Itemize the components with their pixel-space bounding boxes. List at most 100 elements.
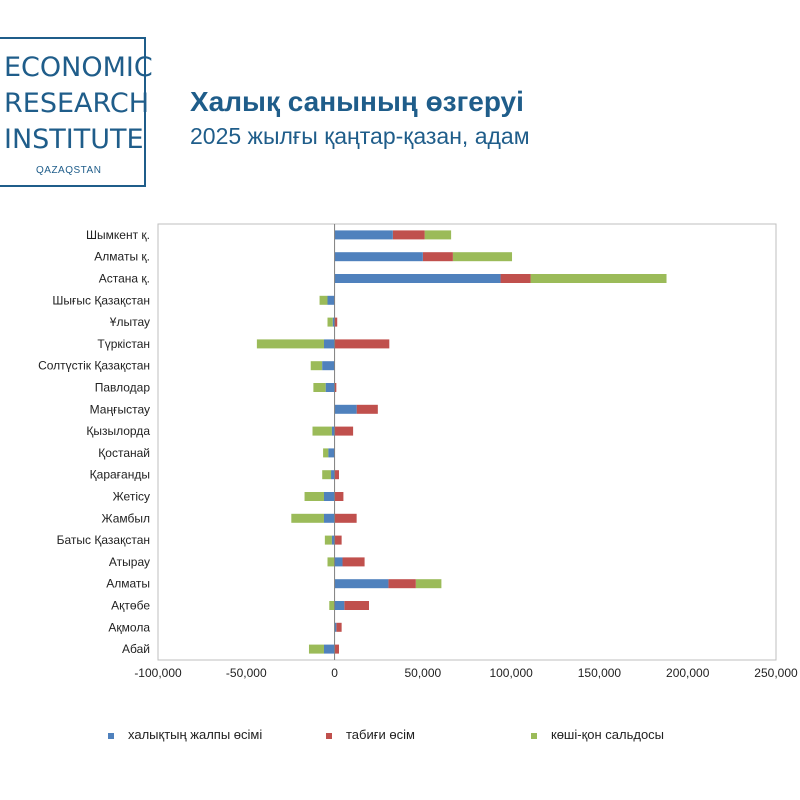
logo-line-institute: INSTITUTE [4,124,144,155]
bar-total [327,295,335,305]
bar-total [331,535,335,545]
bar-natural [334,492,344,501]
bar-total [323,492,335,501]
bar-natural [334,513,357,523]
y-tick-label: Солтүстік Қазақстан [38,359,150,373]
bar-total [334,601,345,610]
bar-migration [310,361,323,371]
bar-migration [291,513,324,523]
bar-migration [530,274,667,283]
bar-natural [334,470,339,480]
bar-natural [334,644,339,654]
legend-item-migration: көші-қон сальдосы [531,727,664,742]
x-tick-label: -100,000 [134,666,182,680]
bar-natural [500,274,531,283]
x-tick-label: 150,000 [578,666,622,680]
bar-total [323,513,335,523]
bar-migration [313,383,326,392]
bar-total [334,274,501,283]
bar-total [328,448,335,458]
y-tick-label: Батыс Қазақстан [57,533,150,547]
bar-migration [424,230,452,240]
bar-total [334,579,389,589]
y-tick-label: Жамбыл [101,511,150,525]
legend-label-total: халықтың жалпы өсімі [128,727,263,742]
bar-migration [327,557,335,567]
bar-chart: -100,000 -50,000 0 50,000 100,000 150,000 200,… [38,223,798,680]
bar-natural [342,557,365,567]
logo-line-research: RESEARCH [4,88,150,119]
logo-line-economic: ECONOMIC [4,52,153,83]
y-tick-label: Астана қ. [99,272,150,286]
y-tick-label: Қарағанды [90,468,150,482]
bar-natural [334,535,342,545]
y-tick-label: Абай [122,642,150,656]
bar-migration [319,295,328,305]
legend-item-natural: табиғи өсім [326,727,415,742]
bar-total [322,361,335,371]
bar-total [325,383,335,392]
legend-swatch-natural [326,732,332,739]
y-tick-label: Ұлытау [110,315,150,329]
bar-migration [452,252,513,262]
y-tick-label: Алматы қ. [94,250,150,264]
bar-total [334,404,357,414]
legend-swatch-total [108,732,114,739]
x-tick-label: 250,000 [754,666,798,680]
page-title: Халық санының өзгеруі [190,86,524,117]
bar-natural [344,601,370,610]
bar-migration [322,470,332,480]
logo-subtitle: QAZAQSTAN [36,165,102,176]
page-subtitle: 2025 жылғы қаңтар-қазан, адам [190,123,530,149]
bar-migration [323,448,329,458]
y-tick-label: Қостанай [98,446,150,460]
bar-natural [334,383,337,392]
y-tick-label: Шымкент қ. [86,228,150,242]
legend-label-natural: табиғи өсім [346,727,415,742]
legend-item-total: халықтың жалпы өсімі [108,727,262,742]
y-tick-label: Маңғыстау [90,402,150,416]
bar-natural [334,339,390,349]
y-tick-label: Түркістан [97,337,150,351]
bar-natural [356,404,378,414]
bar-total [331,426,335,436]
bar-total [334,230,393,240]
x-tick-label: -50,000 [226,666,267,680]
bar-natural [422,252,453,262]
legend-swatch-migration [531,732,537,739]
bar-migration [327,317,333,327]
y-tick-label: Қызылорда [86,424,150,438]
bar-total [331,470,335,480]
bar-migration [324,535,332,545]
bar-total [334,252,423,262]
y-tick-label: Жетісу [113,490,150,504]
bar-total [323,644,335,654]
x-tick-label: 100,000 [489,666,533,680]
y-tick-label: Павлодар [95,381,151,395]
y-tick-label: Алматы [106,577,150,591]
bar-natural [392,230,425,240]
bar-migration [304,492,324,501]
bar-total [323,339,335,349]
logo: ECONOMIC RESEARCH INSTITUTE QAZAQSTAN [0,37,153,187]
bar-migration [415,579,442,589]
x-tick-label: 200,000 [666,666,710,680]
y-tick-label: Атырау [109,555,150,569]
bar-natural [388,579,416,589]
bar-natural [336,622,342,632]
bar-total [332,317,335,327]
bar-migration [256,339,324,349]
x-tick-label: 0 [331,666,338,680]
x-tick-label: 50,000 [405,666,442,680]
bar-migration [329,601,335,610]
bar-natural [334,426,354,436]
bar-natural [334,317,338,327]
legend-label-migration: көші-қон сальдосы [551,727,665,742]
plot-frame [157,223,777,661]
bar-migration [312,426,332,436]
y-tick-label: Ақмола [108,620,150,634]
bar-migration [308,644,324,654]
y-tick-label: Ақтөбе [111,599,150,613]
bar-total [334,622,337,632]
bar-total [334,557,343,567]
